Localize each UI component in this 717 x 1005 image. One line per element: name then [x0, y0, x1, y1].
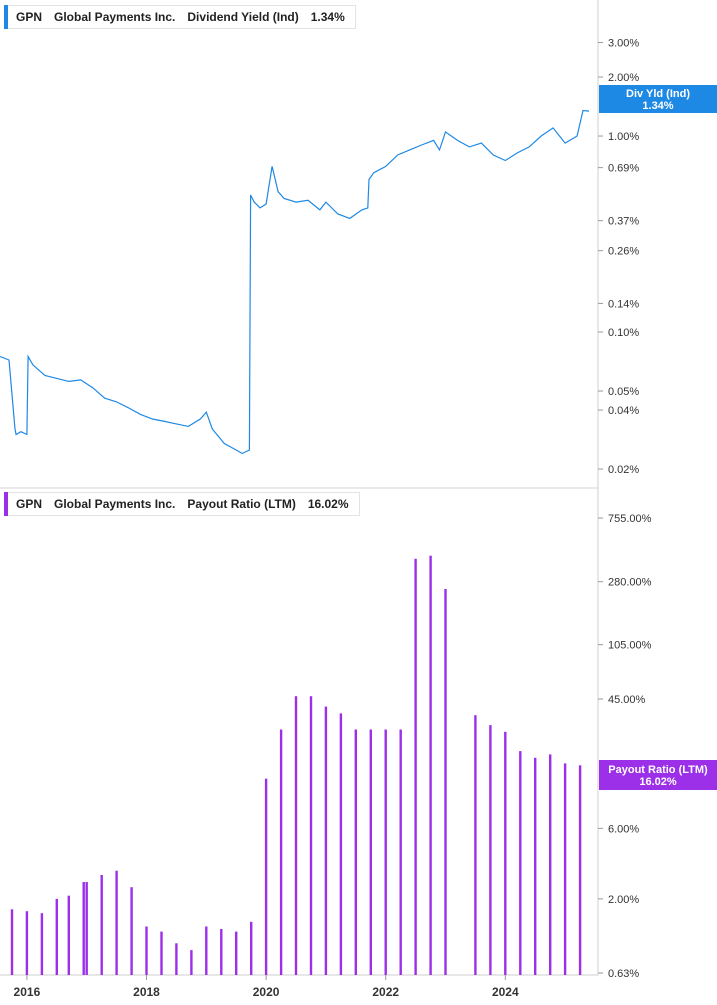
x-tick-label: 2018	[133, 985, 160, 999]
y-tick-label: 0.14%	[608, 298, 639, 310]
dividend-yield-line	[0, 109, 590, 455]
legend-swatch	[4, 492, 8, 516]
payout-ratio-badge-title: Payout Ratio (LTM)	[608, 764, 708, 776]
payout-bar	[384, 729, 387, 975]
y-tick-label: 0.69%	[608, 163, 639, 175]
payout-bar	[279, 729, 283, 975]
payout-bar	[414, 558, 417, 975]
dividend-yield-legend: GPN Global Payments Inc. Dividend Yield …	[4, 5, 356, 29]
top-y-ticks: 3.00% 2.00% 1.00% 0.69% 0.37% 0.26% 0.14% 0.10%…	[598, 38, 639, 476]
payout-ratio-badge: Payout Ratio (LTM) 16.02%	[599, 760, 717, 790]
dividend-yield-badge-value: 1.34%	[642, 100, 673, 112]
y-tick-label: 105.00%	[608, 640, 652, 652]
payout-ratio-badge-value: 16.02%	[639, 776, 677, 788]
payout-bar	[534, 757, 537, 975]
legend-ticker: GPN	[16, 10, 43, 24]
payout-bar	[145, 926, 148, 975]
payout-bar	[190, 950, 193, 975]
legend-metric: Dividend Yield (Ind)	[187, 10, 299, 24]
y-tick-label: 755.00%	[608, 513, 652, 525]
y-tick-label: 0.63%	[608, 968, 639, 980]
payout-bar	[504, 731, 507, 975]
y-tick-label: 0.37%	[608, 216, 639, 228]
payout-ratio-legend: GPN Global Payments Inc. Payout Ratio (L…	[4, 492, 360, 516]
dividend-yield-badge: Div Yld (Ind) 1.34%	[599, 85, 717, 113]
payout-bar	[339, 713, 343, 975]
payout-bar	[175, 943, 178, 975]
legend-company: Global Payments Inc.	[54, 497, 176, 511]
payout-bar	[220, 929, 223, 975]
payout-bar	[10, 909, 14, 975]
payout-bar	[130, 887, 133, 975]
payout-bar	[519, 751, 522, 975]
payout-bar	[429, 555, 432, 975]
payout-bar	[563, 763, 567, 975]
legend-value: 1.34%	[310, 10, 345, 24]
payout-bar	[264, 778, 268, 975]
payout-bar	[324, 706, 328, 975]
y-tick-label: 45.00%	[608, 694, 646, 706]
legend-value: 16.02%	[307, 497, 349, 511]
payout-bar	[369, 729, 372, 975]
payout-bar	[578, 765, 582, 975]
payout-bar	[115, 870, 118, 975]
x-tick-label: 2016	[14, 985, 41, 999]
payout-bar	[399, 729, 402, 975]
y-tick-label: 0.10%	[608, 327, 639, 339]
legend-ticker: GPN	[16, 497, 43, 511]
payout-bar	[55, 898, 58, 975]
payout-bar	[25, 911, 29, 975]
y-tick-label: 0.05%	[608, 386, 639, 398]
y-tick-label: 0.26%	[608, 246, 639, 258]
legend-company: Global Payments Inc.	[54, 10, 176, 24]
payout-bar	[489, 725, 492, 975]
legend-metric: Payout Ratio (LTM)	[187, 497, 296, 511]
x-tick-label: 2022	[372, 985, 399, 999]
payout-bar	[40, 913, 44, 975]
y-tick-label: 0.04%	[608, 405, 639, 417]
dividend-yield-badge-title: Div Yld (Ind)	[626, 88, 690, 100]
payout-bar	[82, 882, 85, 975]
y-tick-label: 6.00%	[608, 823, 639, 835]
payout-bar	[474, 715, 477, 975]
legend-swatch	[4, 5, 8, 29]
payout-bar	[67, 895, 70, 975]
payout-bar	[250, 921, 253, 975]
payout-bar	[235, 931, 238, 975]
bottom-y-ticks: 755.00% 280.00% 105.00% 45.00% 6.00% 2.00% 0.6…	[598, 513, 652, 980]
payout-bar	[354, 729, 357, 975]
payout-ratio-bars	[10, 555, 582, 975]
payout-bar	[85, 882, 88, 975]
y-tick-label: 2.00%	[608, 72, 639, 84]
y-tick-label: 1.00%	[608, 131, 639, 143]
y-tick-label: 0.02%	[608, 464, 639, 476]
payout-bar	[205, 926, 208, 975]
payout-bar	[309, 696, 313, 975]
x-tick-label: 2020	[253, 985, 280, 999]
payout-bar	[444, 589, 447, 975]
y-tick-label: 2.00%	[608, 894, 639, 906]
payout-bar	[294, 696, 298, 975]
x-ticks: 2016 2018 2020 2022 2024	[14, 975, 519, 999]
payout-bar	[100, 875, 103, 975]
x-tick-label: 2024	[492, 985, 519, 999]
payout-bar	[549, 754, 552, 975]
payout-bar	[160, 931, 163, 975]
y-tick-label: 3.00%	[608, 38, 639, 50]
y-tick-label: 280.00%	[608, 577, 652, 589]
